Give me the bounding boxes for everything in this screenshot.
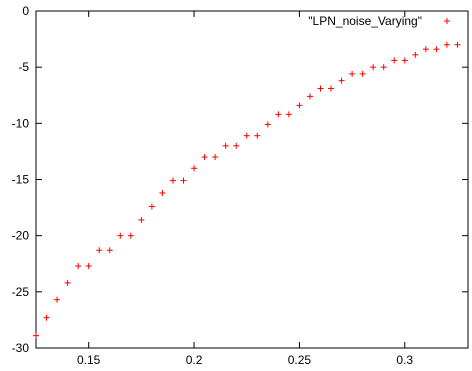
x-tick-label: 0.15 [77, 353, 101, 367]
data-point [180, 177, 187, 184]
x-tick-label: 0.3 [396, 353, 413, 367]
data-point [380, 64, 387, 71]
data-point [117, 232, 124, 239]
data-point [317, 85, 324, 92]
x-tick-label: 0.2 [186, 353, 203, 367]
y-tick-label: -25 [12, 285, 30, 299]
data-point [359, 70, 366, 77]
data-point [296, 102, 303, 109]
data-point [159, 189, 166, 196]
legend-label: "LPN_noise_Varying" [308, 14, 422, 28]
data-point [64, 279, 71, 286]
data-point [243, 132, 250, 139]
x-tick-label: 0.25 [288, 353, 312, 367]
data-point [412, 51, 419, 58]
data-point [233, 142, 240, 149]
data-point [338, 77, 345, 84]
data-points [33, 41, 461, 339]
data-point [264, 121, 271, 128]
data-point [443, 41, 450, 48]
x-ticks: 0.15 0.2 0.25 0.3 [77, 11, 413, 367]
y-tick-label: -15 [12, 173, 30, 187]
y-tick-label: -20 [12, 229, 30, 243]
legend-marker [444, 18, 450, 24]
data-point [148, 203, 155, 210]
data-point [106, 247, 113, 254]
data-point [454, 41, 461, 48]
data-point [96, 247, 103, 254]
data-point [191, 165, 198, 172]
y-tick-label: 0 [22, 4, 29, 18]
data-point [306, 93, 313, 100]
data-point [169, 177, 176, 184]
data-point [275, 111, 282, 118]
data-point [285, 111, 292, 118]
plot-frame [35, 10, 469, 349]
data-point [201, 154, 208, 161]
data-point [422, 46, 429, 53]
axes [35, 10, 469, 349]
data-point [75, 262, 82, 269]
data-point [54, 296, 61, 303]
legend: "LPN_noise_Varying" [308, 14, 450, 28]
y-ticks: 0 -5 -10 -15 -20 -25 -30 [12, 4, 468, 355]
data-point [85, 262, 92, 269]
data-point [43, 314, 50, 321]
data-point [370, 64, 377, 71]
data-point [222, 142, 229, 149]
data-point [401, 57, 408, 64]
data-point [138, 216, 145, 223]
y-tick-label: -30 [12, 341, 30, 355]
y-tick-label: -5 [18, 60, 29, 74]
data-point [33, 332, 39, 339]
data-point [127, 232, 134, 239]
data-point [254, 132, 261, 139]
data-point [212, 154, 219, 161]
data-point [433, 46, 440, 53]
data-point [328, 85, 335, 92]
data-point [391, 57, 398, 64]
y-tick-label: -10 [12, 116, 30, 130]
data-point [349, 70, 356, 77]
